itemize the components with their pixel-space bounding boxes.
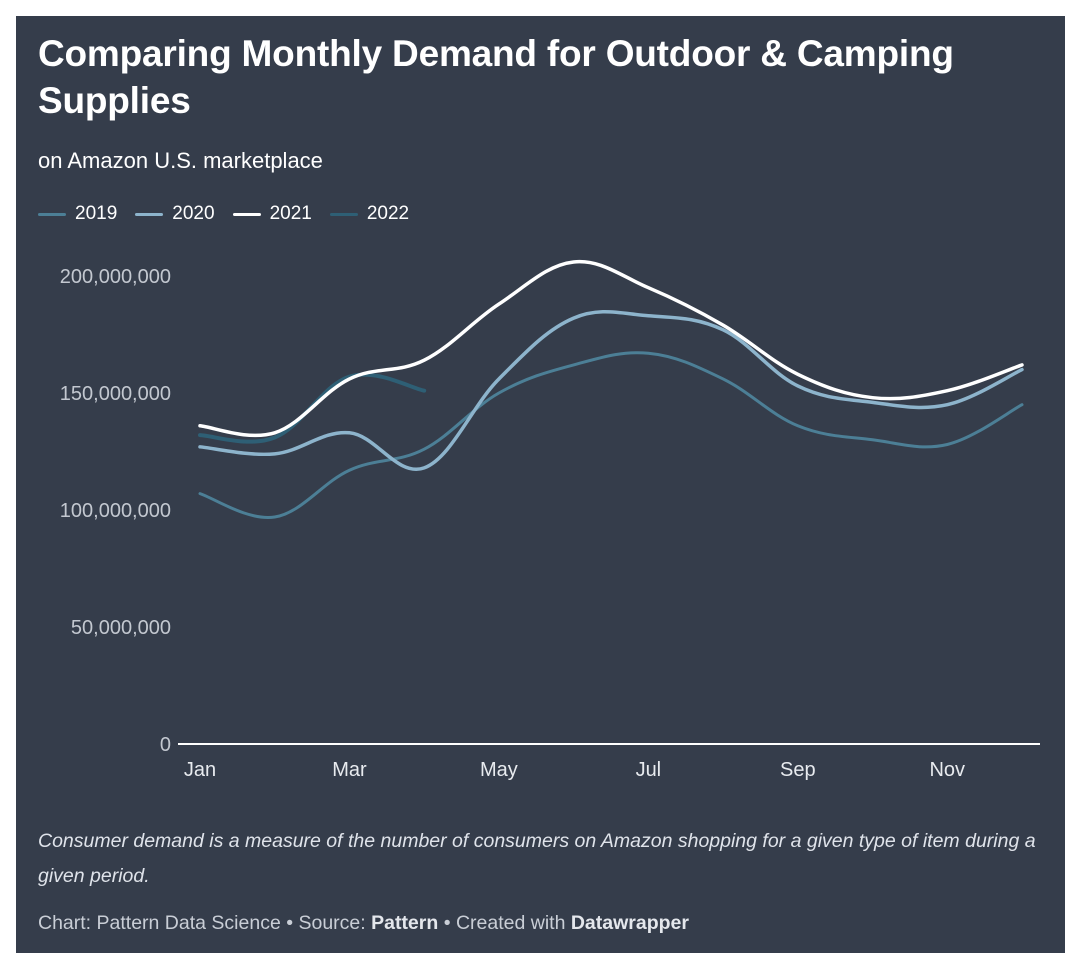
y-tick-label: 0 — [160, 734, 171, 756]
credits-source-link[interactable]: Pattern — [371, 912, 439, 934]
legend-item-2022[interactable]: 2022 — [329, 203, 410, 225]
legend-item-2019[interactable]: 2019 — [38, 203, 117, 225]
x-tick-label: Mar — [332, 759, 367, 781]
legend-swatch-2022 — [329, 212, 358, 216]
chart-credits: Chart: Pattern Data Science • Source: Pa… — [38, 912, 689, 935]
legend-swatch-2021 — [232, 212, 261, 216]
legend-swatch-2020 — [135, 212, 164, 216]
x-tick-label: Jan — [184, 759, 216, 781]
credits-datawrapper-link[interactable]: Datawrapper — [570, 912, 689, 934]
series-line-2019[interactable] — [198, 351, 1024, 519]
legend: 2019 2020 2021 2022 — [38, 203, 409, 225]
y-tick-label: 100,000,000 — [60, 500, 171, 522]
credits-created-prefix: Created with — [455, 912, 571, 934]
y-tick-label: 50,000,000 — [71, 617, 171, 639]
series-lines — [198, 259, 1024, 519]
chart-subtitle: on Amazon U.S. marketplace — [38, 148, 323, 173]
legend-item-2020[interactable]: 2020 — [135, 203, 215, 225]
y-tick-label: 200,000,000 — [60, 266, 171, 288]
y-tick-label: 150,000,000 — [60, 383, 171, 405]
legend-label-2022: 2022 — [366, 203, 410, 224]
legend-label-2021: 2021 — [269, 203, 312, 224]
chart-panel: Comparing Monthly Demand for Outdoor & C… — [16, 16, 1065, 953]
chart-title: Comparing Monthly Demand for Outdoor & C… — [38, 33, 954, 121]
legend-item-2021[interactable]: 2021 — [232, 203, 312, 225]
credits-chart: Chart: Pattern Data Science — [38, 912, 281, 934]
line-chart: 0 50,000,000 100,000,000 150,000,000 200,000… — [60, 259, 1040, 781]
legend-label-2019: 2019 — [75, 203, 118, 224]
legend-swatch-2019 — [38, 212, 66, 216]
x-tick-label: Sep — [780, 759, 816, 781]
series-line-2020[interactable] — [198, 310, 1024, 472]
chart-note: Consumer demand is a measure of the numb… — [38, 830, 1036, 887]
x-tick-label: May — [480, 759, 518, 781]
x-axis: Jan Mar May Jul Sep Nov — [184, 759, 965, 781]
credits-separator-2: • — [438, 912, 456, 934]
x-tick-label: Nov — [929, 759, 965, 781]
credits-source-prefix: Source: — [298, 912, 372, 934]
legend-label-2020: 2020 — [172, 203, 215, 224]
credits-separator-1: • — [280, 912, 299, 934]
x-tick-label: Jul — [636, 759, 662, 781]
series-line-2021[interactable] — [198, 259, 1024, 438]
y-axis: 0 50,000,000 100,000,000 150,000,000 200,000… — [60, 266, 171, 756]
